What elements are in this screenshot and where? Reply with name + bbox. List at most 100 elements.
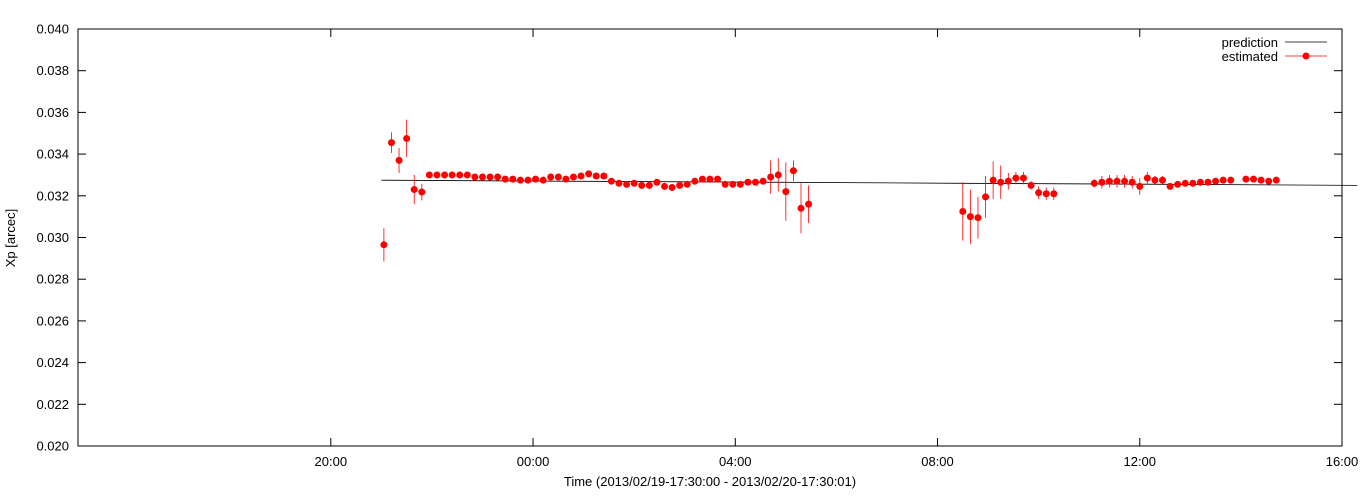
estimated-point [1098, 178, 1106, 186]
estimated-point [698, 175, 706, 183]
y-tick-label: 0.022 [36, 397, 69, 412]
estimated-point [486, 173, 494, 181]
y-tick-label: 0.030 [36, 230, 69, 245]
estimated-point [585, 170, 593, 178]
estimated-point [410, 186, 418, 194]
y-tick-label: 0.034 [36, 147, 69, 162]
estimated-point [1219, 176, 1227, 184]
estimated-point [706, 175, 714, 183]
estimated-point [691, 177, 699, 185]
estimated-point [1159, 176, 1167, 184]
y-axis-title: Xp [arcec] [3, 209, 18, 268]
estimated-point [494, 173, 502, 181]
estimated-point [569, 173, 577, 181]
estimated-point [592, 172, 600, 180]
x-tick-label: 04:00 [719, 454, 752, 469]
estimated-point [767, 173, 775, 181]
estimated-point [607, 177, 615, 185]
estimated-point [676, 181, 684, 189]
estimated-point [744, 178, 752, 186]
estimated-point [982, 193, 990, 201]
estimated-point [433, 171, 441, 179]
estimated-point [1035, 189, 1043, 197]
estimated-point [1027, 181, 1035, 189]
estimated-point [615, 179, 623, 187]
estimated-point [395, 156, 403, 164]
estimated-point [1050, 190, 1058, 198]
estimated-point [974, 214, 982, 222]
x-tick-label: 08:00 [921, 454, 954, 469]
plot-frame [77, 28, 1343, 447]
estimated-point [1128, 178, 1136, 186]
estimated-point [456, 171, 464, 179]
estimated-point [782, 188, 790, 196]
y-tick-label: 0.028 [36, 272, 69, 287]
estimated-point [759, 177, 767, 185]
estimated-point [630, 179, 638, 187]
estimated-point [562, 175, 570, 183]
estimated-point [1136, 182, 1144, 190]
estimated-point [1189, 179, 1197, 187]
estimated-point [1227, 176, 1235, 184]
legend-label-prediction: prediction [1222, 35, 1278, 50]
y-tick-label: 0.024 [36, 355, 69, 370]
estimated-point [539, 176, 547, 184]
estimated-point [1204, 178, 1212, 186]
estimated-point [1113, 177, 1121, 185]
legend-label-estimated: estimated [1222, 49, 1278, 64]
estimated-point [441, 171, 449, 179]
estimated-point [714, 175, 722, 183]
estimated-point [645, 181, 653, 189]
estimated-point [805, 200, 813, 208]
estimated-point [425, 171, 433, 179]
estimated-point [997, 178, 1005, 186]
estimated-point [683, 180, 691, 188]
y-tick-label: 0.040 [36, 22, 69, 37]
estimated-point [478, 173, 486, 181]
x-tick-label: 16:00 [1326, 454, 1359, 469]
estimated-point [1121, 177, 1129, 185]
estimated-point [547, 173, 555, 181]
estimated-point [532, 175, 540, 183]
x-axis-title: Time (2013/02/19-17:30:00 - 2013/02/20-1… [564, 474, 856, 489]
estimated-point [966, 213, 974, 221]
x-tick-label: 20:00 [315, 454, 348, 469]
estimated-point [789, 167, 797, 175]
estimated-point [524, 176, 532, 184]
estimated-point [577, 172, 585, 180]
legend: prediction estimated [1222, 35, 1327, 64]
estimated-point [729, 180, 737, 188]
estimated-point [1257, 176, 1265, 184]
estimated-point [1019, 174, 1027, 182]
estimated-point [752, 178, 760, 186]
estimated-point [1105, 177, 1113, 185]
estimated-point [1250, 175, 1258, 183]
estimated-point [418, 188, 426, 196]
estimated-point [797, 204, 805, 212]
estimated-point [600, 172, 608, 180]
estimated-point [1272, 176, 1280, 184]
estimated-point [1242, 175, 1250, 183]
estimated-point [1181, 179, 1189, 187]
estimated-point [1174, 180, 1182, 188]
estimated-point [463, 171, 471, 179]
legend-marker-estimated [1302, 52, 1310, 60]
estimated-point [1166, 182, 1174, 190]
estimated-point [959, 207, 967, 215]
estimated-point [1151, 176, 1159, 184]
estimated-point [448, 171, 456, 179]
estimated-point [516, 176, 524, 184]
estimated-point [471, 173, 479, 181]
y-tick-label: 0.036 [36, 105, 69, 120]
estimated-layer [380, 119, 1280, 262]
estimated-point [653, 178, 661, 186]
x-tick-label: 00:00 [517, 454, 550, 469]
estimated-point [1004, 177, 1012, 185]
estimated-point [1090, 179, 1098, 187]
estimated-point [668, 183, 676, 191]
estimated-point [736, 180, 744, 188]
estimated-point [509, 175, 517, 183]
estimated-point [1212, 177, 1220, 185]
tick-layer: 0.020 0.022 0.024 0.026 0.028 0.030 0.032 0.034… [36, 22, 1358, 470]
estimated-point [660, 182, 668, 190]
